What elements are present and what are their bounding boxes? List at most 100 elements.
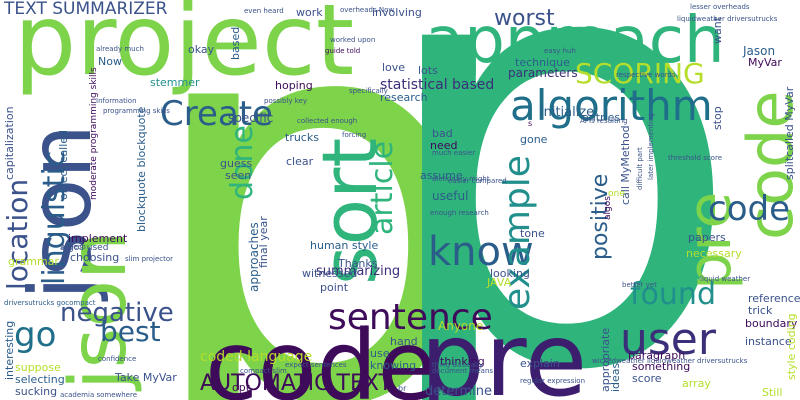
cloud-word: reference (748, 292, 800, 305)
cloud-word: TEXT SUMMARIZER (4, 0, 168, 19)
cloud-word: overheads Now (340, 6, 395, 14)
cloud-word: go (14, 315, 57, 355)
cloud-word: gone (520, 133, 548, 146)
cloud-word: something (632, 360, 691, 373)
cloud-word: trucks (285, 131, 319, 144)
cloud-word: use (370, 347, 390, 360)
cloud-word: guide told (325, 47, 361, 55)
cloud-word: point (320, 281, 349, 294)
cloud-word: grammar (8, 255, 59, 268)
cloud-word: much easier (432, 149, 476, 157)
cloud-word: code (708, 189, 790, 229)
cloud-word: interesting (3, 320, 16, 380)
cloud-word: worst (494, 6, 555, 31)
cloud-word: APIs resulting (580, 117, 628, 125)
cloud-word: Anyone (438, 319, 484, 333)
cloud-word: based (229, 26, 242, 60)
cloud-word: Speech (60, 243, 86, 251)
cloud-word: suppose (15, 361, 61, 374)
cloud-word: determine (425, 384, 492, 399)
cloud-word: moderate programming skills (89, 67, 99, 200)
cloud-word: bad (432, 127, 453, 140)
cloud-word: even heard (244, 7, 284, 15)
cloud-word: tone (520, 227, 545, 240)
cloud-word: array (682, 377, 711, 390)
cloud-word: lots (418, 64, 438, 77)
cloud-word: love (382, 61, 406, 74)
cloud-word: enough research (430, 209, 489, 217)
cloud-word: sentence (328, 297, 493, 338)
cloud-word: summarizing (316, 264, 401, 279)
cloud-word: regular expression (520, 377, 586, 385)
cloud-word: research (380, 91, 428, 104)
cloud-word: easier compared (448, 177, 507, 185)
cloud-word: algos used (60, 243, 109, 253)
cloud-word: object called (57, 129, 70, 200)
cloud-word: Jason (743, 44, 776, 58)
cloud-word: dictionary might (432, 175, 490, 183)
cloud-word: implement (68, 232, 128, 245)
cloud-word: instance (745, 335, 792, 348)
cloud-word: possibly key (264, 97, 307, 105)
cloud-word: knowing (370, 359, 417, 372)
cloud-word: work (296, 6, 323, 19)
cloud-word: algos (603, 196, 613, 220)
cloud-word: stemmer (150, 76, 200, 89)
cloud-word: s (528, 119, 533, 128)
cloud-word: specifically (349, 87, 388, 95)
cloud-word: lesser overheads (690, 3, 750, 11)
cloud-word: JAVA (487, 276, 512, 289)
cloud-word: location (1, 178, 34, 290)
cloud-word: final year (257, 216, 270, 268)
cloud-word: br (398, 384, 407, 393)
cloud-word: initialize (540, 105, 595, 120)
cloud-word: wickedweather liquidweather driversutruc… (592, 357, 748, 365)
cloud-word: choosing (70, 251, 120, 264)
cloud-word: better yet (622, 281, 657, 289)
cloud-word: negative (60, 298, 174, 328)
cloud-word: Thanks (338, 257, 378, 270)
cloud-word: forcing (342, 131, 367, 139)
cloud-word: looking (490, 267, 530, 280)
cloud-word: assume (420, 169, 463, 182)
cloud-word: algorithm (510, 81, 713, 130)
cloud-word: opt (232, 381, 251, 394)
cloud-word: capitalization (3, 106, 16, 180)
cloud-word: selecting (15, 373, 65, 386)
cloud-word: collected enough (297, 117, 358, 125)
cloud-word: seen (225, 169, 252, 182)
cloud-word: entries (582, 111, 621, 124)
cloud-word: p (138, 0, 491, 400)
cloud-word: p (368, 0, 746, 400)
cloud-word: academia somewhere (60, 391, 138, 399)
cloud-word: technique (515, 56, 570, 69)
cloud-word: witnessed (302, 267, 358, 280)
cloud-word: paragraph (628, 349, 686, 362)
cloud-word: Create (160, 94, 273, 134)
cloud-word: coded language (200, 349, 313, 365)
cloud-word: necessary (686, 247, 742, 260)
cloud-word: pre (420, 301, 588, 400)
cloud-word: trick (748, 304, 773, 317)
cloud-word: boundary (745, 317, 798, 330)
cloud-word: liquid weather (700, 275, 751, 283)
cloud-word: okay (188, 43, 215, 56)
cloud-word: hand (390, 335, 418, 348)
cloud-word: useful (432, 189, 469, 203)
cloud-word: document means (432, 367, 494, 375)
cloud-word: compact slim (240, 367, 287, 375)
cloud-word: programming skills (103, 107, 170, 115)
cloud-word: papers (688, 231, 726, 244)
cloud-word: blockquote blockquote (135, 106, 148, 232)
cloud-word: expect sentences (285, 361, 347, 369)
cloud-word: Information (96, 97, 137, 105)
cloud-word: threshold score (668, 154, 723, 162)
cloud-word: worked upon (330, 36, 376, 44)
cloud-word: sucking (15, 385, 58, 398)
cloud-word: driversutrucks gocompact (4, 299, 96, 307)
cloud-word: specific (228, 111, 274, 125)
cloud-word: Still (762, 386, 783, 399)
cloud-word: thinking (440, 355, 485, 368)
cloud-word: later implementing (647, 113, 655, 180)
